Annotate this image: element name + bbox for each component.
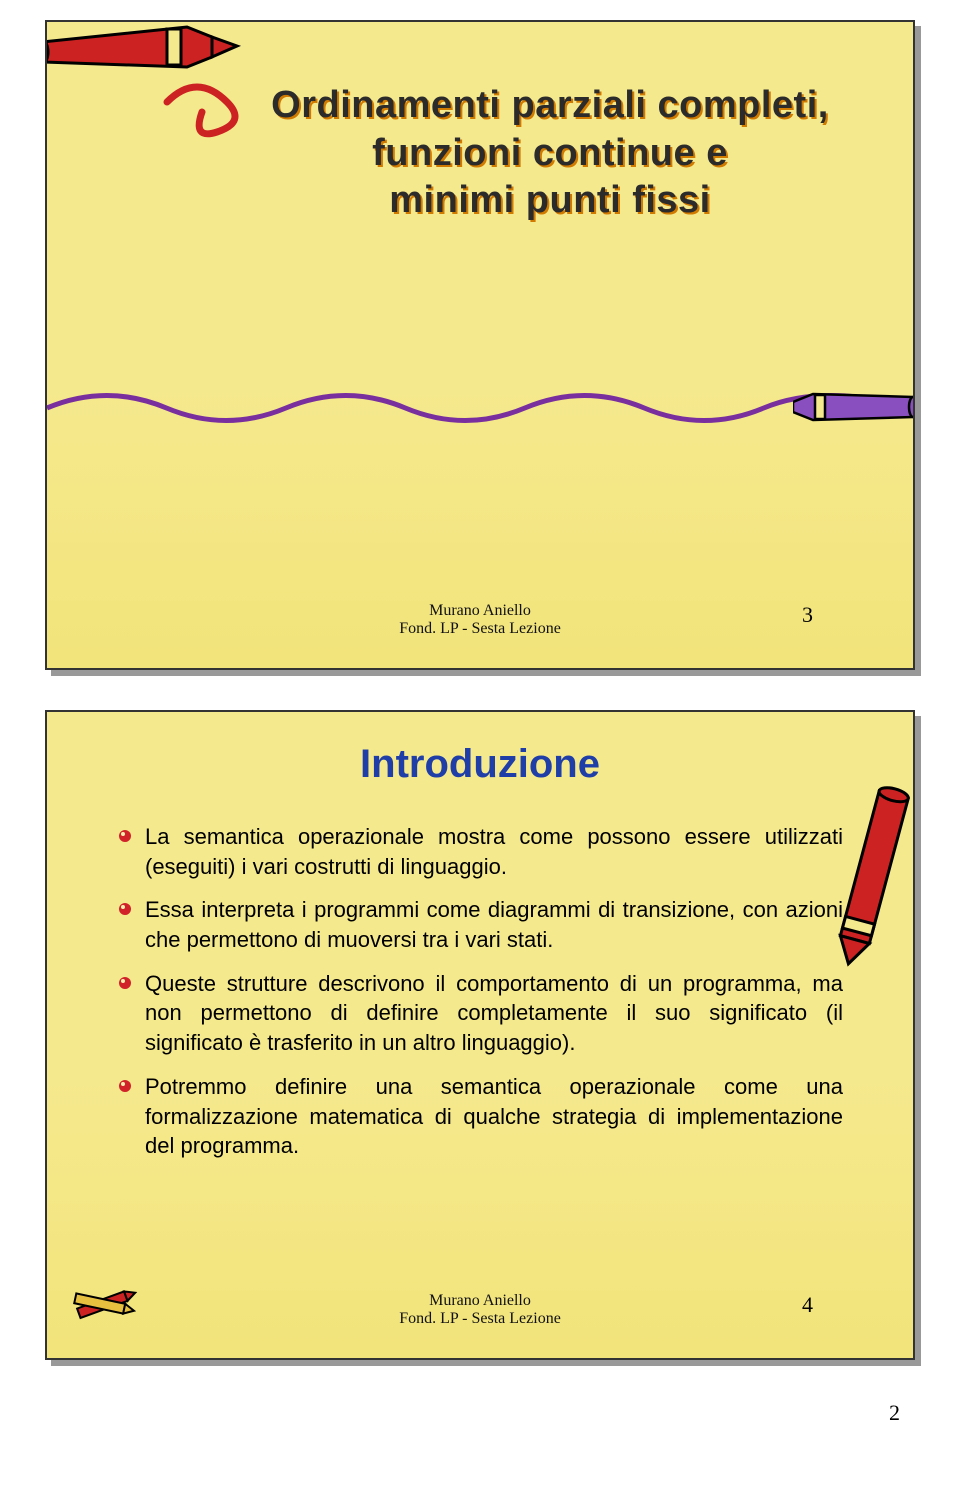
- slide1-page-number: 3: [802, 602, 813, 628]
- crayon-purple-right: [793, 382, 915, 432]
- bullet-item: Essa interpreta i programmi come diagram…: [117, 895, 843, 954]
- slide2-page-number: 4: [802, 1292, 813, 1318]
- slide2-title: Introduzione: [47, 742, 913, 787]
- bullet-text: Queste strutture descrivono il comportam…: [145, 969, 843, 1058]
- slide-1: Ordinamenti parziali completi, funzioni …: [45, 20, 915, 670]
- slide2-body: La semantica operazionale mostra come po…: [117, 822, 843, 1175]
- footer-course: Fond. LP - Sesta Lezione: [47, 1310, 913, 1328]
- footer-author: Murano Aniello: [47, 1292, 913, 1310]
- title-line-3: minimi punti fissi: [247, 177, 853, 225]
- bullet-text: La semantica operazionale mostra come po…: [145, 822, 843, 881]
- bullet-item: Queste strutture descrivono il comportam…: [117, 969, 843, 1058]
- bullet-text: Potremmo definire una semantica operazio…: [145, 1072, 843, 1161]
- slide1-title: Ordinamenti parziali completi, funzioni …: [247, 82, 853, 225]
- title-line-1: Ordinamenti parziali completi,: [247, 82, 853, 130]
- slide1-footer: Murano Aniello Fond. LP - Sesta Lezione: [47, 602, 913, 638]
- bullet-text: Essa interpreta i programmi come diagram…: [145, 895, 843, 954]
- bullet-marker-icon: [117, 1078, 135, 1096]
- slide2-footer: Murano Aniello Fond. LP - Sesta Lezione: [47, 1292, 913, 1328]
- footer-author: Murano Aniello: [47, 602, 913, 620]
- document-page-number: 2: [40, 1400, 920, 1426]
- bullet-marker-icon: [117, 901, 135, 919]
- crayon-red-topleft: [45, 20, 257, 162]
- slide1-title-area: Ordinamenti parziali completi, funzioni …: [247, 82, 853, 225]
- bullet-marker-icon: [117, 975, 135, 993]
- slide2-title-area: Introduzione: [47, 742, 913, 787]
- footer-course: Fond. LP - Sesta Lezione: [47, 620, 913, 638]
- bullet-item: Potremmo definire una semantica operazio…: [117, 1072, 843, 1161]
- slide-2: Introduzione La semantica operazionale m…: [45, 710, 915, 1360]
- title-line-2: funzioni continue e: [247, 130, 853, 178]
- bullet-item: La semantica operazionale mostra come po…: [117, 822, 843, 881]
- bullet-marker-icon: [117, 828, 135, 846]
